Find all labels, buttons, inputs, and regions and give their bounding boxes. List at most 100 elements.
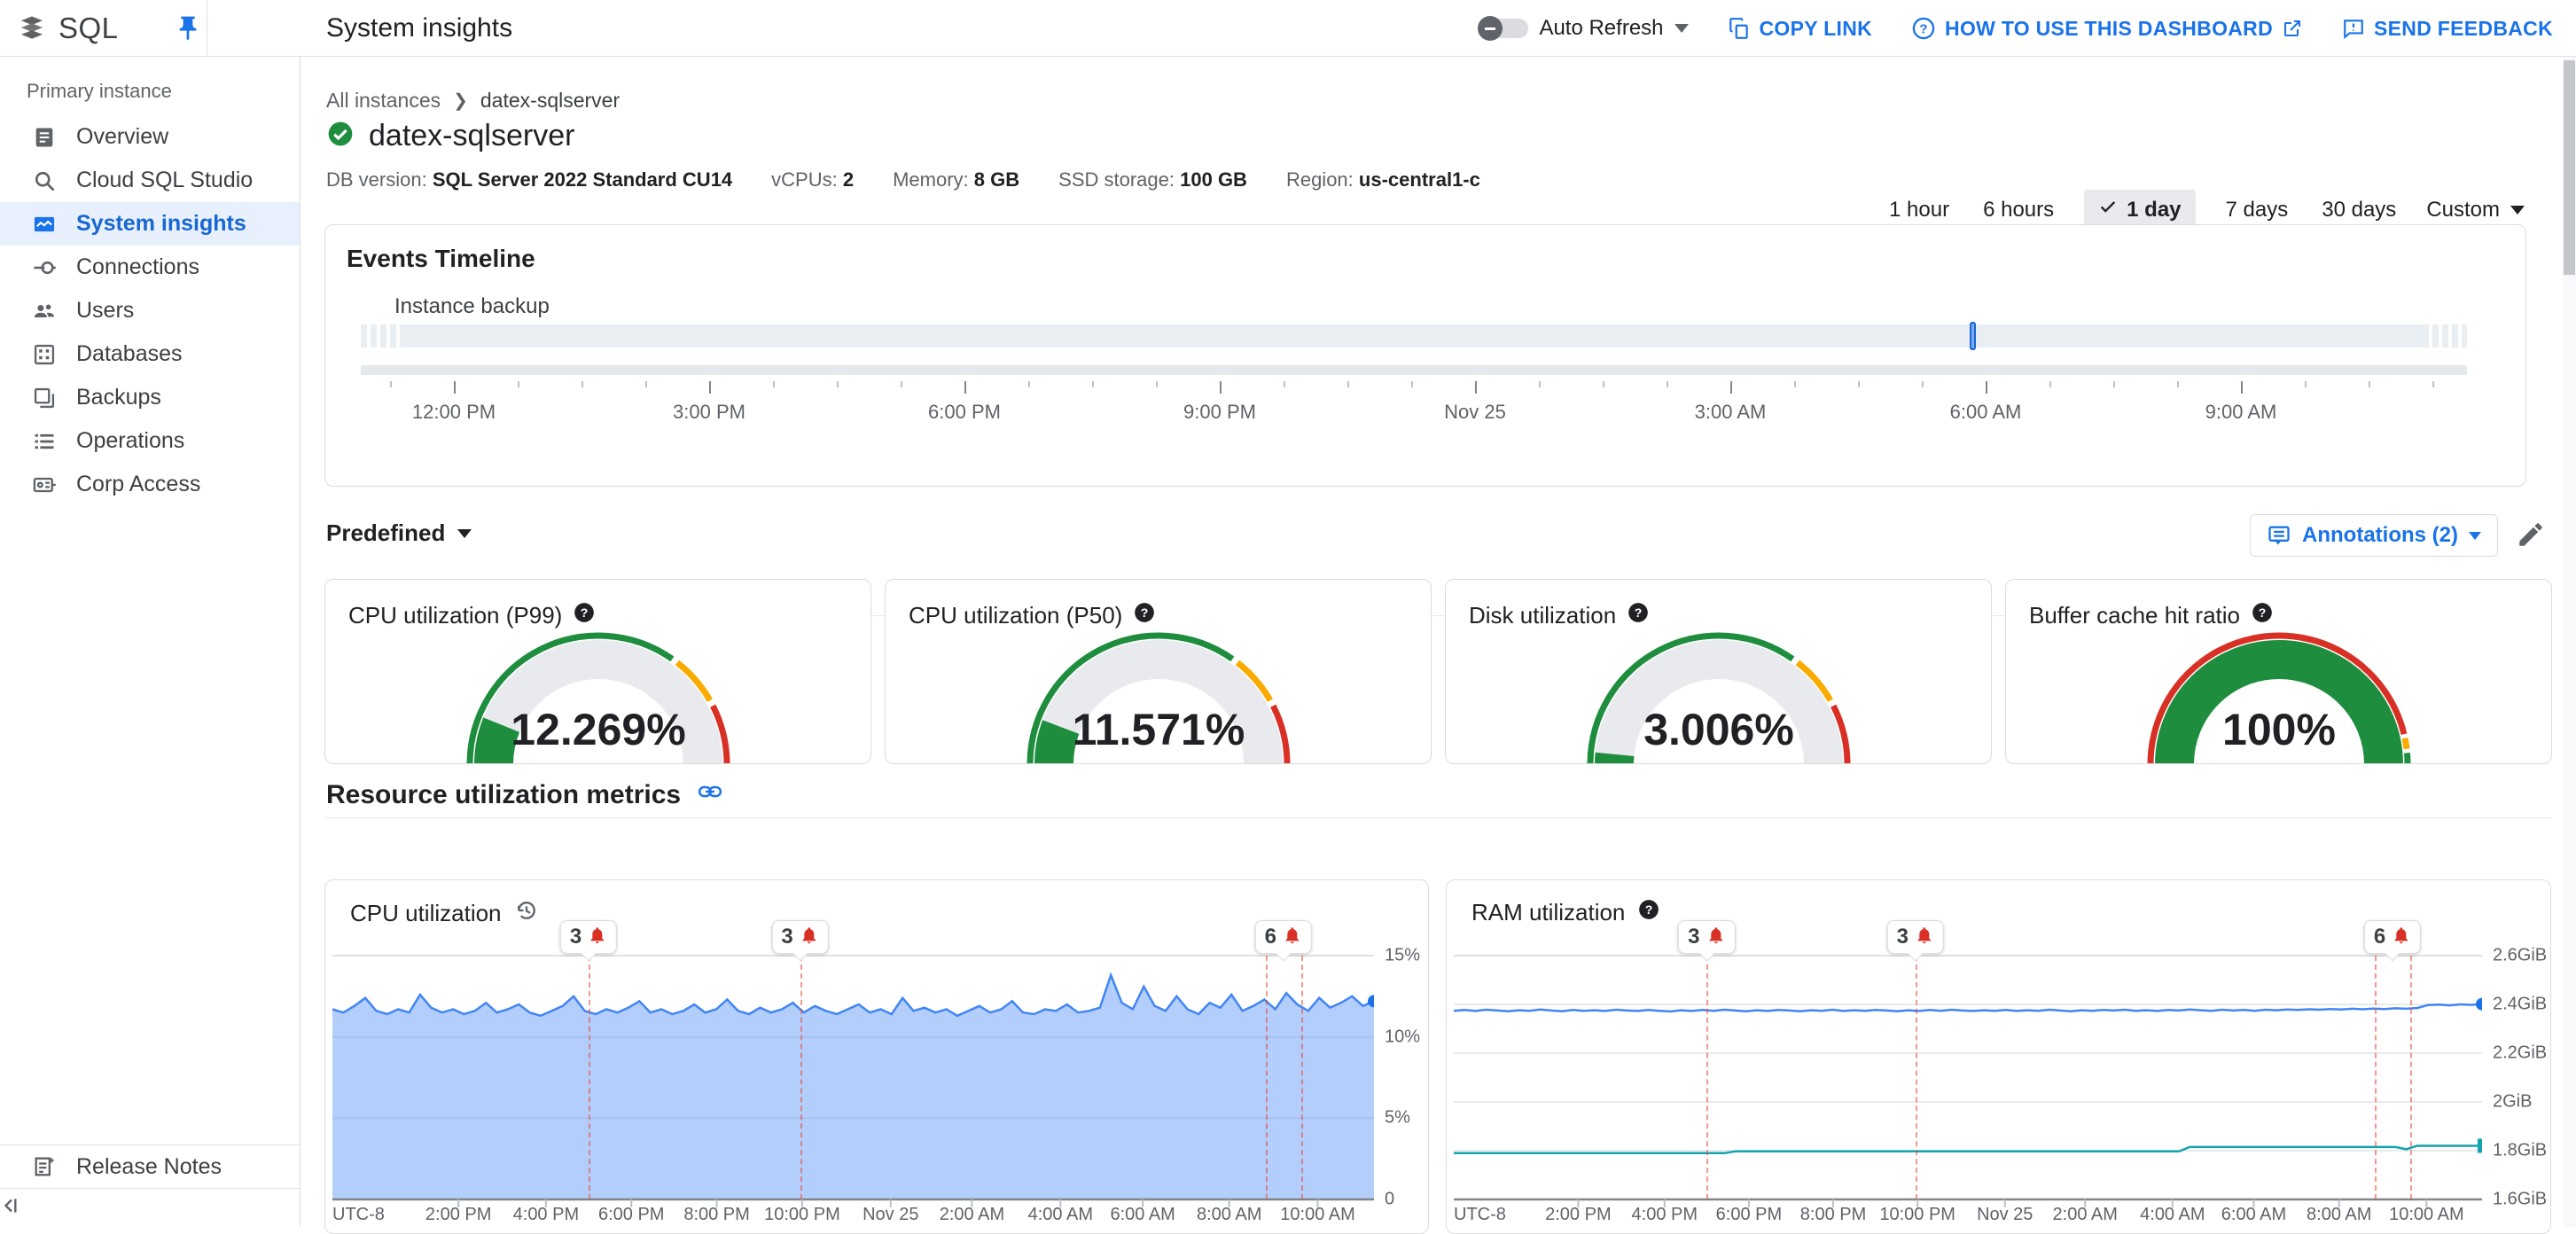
search-icon xyxy=(32,168,57,193)
sidebar: Primary instance Overview Cloud SQL Studi… xyxy=(0,57,301,1227)
alert-dashed-line xyxy=(2375,956,2377,1199)
help-icon[interactable]: ? xyxy=(1133,601,1156,630)
alert-dashed-line xyxy=(1706,956,1709,1199)
link-icon[interactable] xyxy=(697,778,723,812)
ssd-storage: SSD storage: 100 GB xyxy=(1058,168,1247,191)
release-notes-icon xyxy=(32,1154,57,1179)
help-icon[interactable]: ? xyxy=(573,601,596,630)
events-timeline-bar[interactable] xyxy=(361,322,2467,350)
timeline-tick xyxy=(582,381,584,387)
scrollbar-thumb[interactable] xyxy=(2564,60,2575,275)
alert-dashed-line xyxy=(1300,956,1303,1199)
sidebar-item-system-insights[interactable]: System insights xyxy=(0,202,300,246)
copy-link-button[interactable]: COPY LINK xyxy=(1728,17,1873,41)
copy-icon xyxy=(1729,18,1748,39)
sidebar-item-corp-access[interactable]: Corp Access xyxy=(0,463,300,506)
sidebar-item-backups[interactable]: Backups xyxy=(0,376,300,419)
timeline-tick xyxy=(1603,381,1605,387)
feedback-icon xyxy=(2344,20,2363,40)
history-icon[interactable] xyxy=(514,898,539,929)
predefined-dropdown[interactable]: Predefined xyxy=(326,519,472,547)
gauge-card-1: CPU utilization (P99)? 12.269% xyxy=(324,579,871,764)
svg-text:?: ? xyxy=(1141,605,1149,620)
time-option-custom[interactable]: Custom xyxy=(2426,198,2525,223)
help-icon[interactable]: ? xyxy=(1637,898,1660,927)
timeline-tick xyxy=(2305,381,2307,387)
chart-title-label: CPU utilization xyxy=(350,900,502,926)
alert-count: 3 xyxy=(1688,925,1700,949)
sidebar-item-overview[interactable]: Overview xyxy=(0,115,300,159)
sidebar-collapse-button[interactable] xyxy=(0,1188,300,1227)
help-icon[interactable]: ? xyxy=(2251,601,2274,630)
events-timeline-title: Events Timeline xyxy=(347,245,535,272)
sidebar-item-operations[interactable]: Operations xyxy=(0,419,300,463)
chevron-right-icon: ❯ xyxy=(453,91,468,111)
sidebar-item-users[interactable]: Users xyxy=(0,289,300,332)
timeline-brush[interactable] xyxy=(361,365,2467,375)
y-axis-label: 2.6GiB xyxy=(2493,945,2548,965)
timeline-tick xyxy=(964,381,967,394)
alert-badge[interactable]: 6 xyxy=(1254,920,1312,962)
timeline-tick xyxy=(1794,381,1797,387)
time-option-30-days[interactable]: 30 days xyxy=(2318,191,2400,230)
alert-badge[interactable]: 3 xyxy=(559,920,618,962)
svg-text:?: ? xyxy=(1919,21,1928,36)
time-option-6-hours[interactable]: 6 hours xyxy=(1979,191,2057,230)
alert-badge[interactable]: 3 xyxy=(1678,920,1736,962)
gauge-title-label: Disk utilization xyxy=(1469,602,1617,629)
timeline-axis-labels: 12:00 PM 3:00 PM 6:00 PM 9:00 PM Nov 25 3:00 … xyxy=(361,401,2467,427)
timeline-tick xyxy=(1347,381,1350,387)
timeline-axis-label: 3:00 PM xyxy=(673,401,745,423)
time-option-1-day[interactable]: 1 day xyxy=(2084,190,2196,230)
timeline-tick xyxy=(390,381,393,387)
gauge-title: CPU utilization (P99)? xyxy=(348,601,596,630)
timeline-tick xyxy=(454,381,457,394)
gauge-value: 11.571% xyxy=(1072,705,1245,754)
backup-event-marker[interactable] xyxy=(1969,322,1976,350)
pin-icon[interactable] xyxy=(174,14,202,43)
chevron-down-icon[interactable] xyxy=(1674,24,1689,33)
x-axis-label: 6:00 AM xyxy=(1110,1205,1175,1224)
ram-chart-title: RAM utilization? xyxy=(1471,898,1660,927)
alert-badge[interactable]: 6 xyxy=(2363,920,2422,962)
sidebar-item-label: Users xyxy=(76,298,135,323)
help-icon[interactable]: ? xyxy=(1627,601,1650,630)
product-logo-area: SQL xyxy=(0,0,207,57)
sidebar-item-release-notes[interactable]: Release Notes xyxy=(0,1144,300,1188)
alert-badge[interactable]: 3 xyxy=(771,920,829,962)
breadcrumb-all-instances[interactable]: All instances xyxy=(326,89,441,112)
time-option-1-hour[interactable]: 1 hour xyxy=(1885,191,1953,230)
timeline-axis-label: 3:00 AM xyxy=(1694,401,1767,423)
custom-label: Custom xyxy=(2426,197,2500,222)
annotations-button[interactable]: Annotations (2) xyxy=(2250,514,2498,557)
how-to-use-link[interactable]: ? HOW TO USE THIS DASHBOARD xyxy=(1911,16,2303,41)
x-axis-label: Nov 25 xyxy=(863,1205,919,1224)
main-content: All instances ❯ datex-sqlserver datex-sq… xyxy=(301,57,2576,1234)
alert-badge[interactable]: 3 xyxy=(1886,920,1945,962)
timeline-tick xyxy=(1858,381,1861,387)
send-feedback-label: SEND FEEDBACK xyxy=(2374,16,2553,40)
connections-icon xyxy=(32,255,57,280)
sidebar-item-cloud-sql-studio[interactable]: Cloud SQL Studio xyxy=(0,159,300,202)
x-axis-label: 4:00 AM xyxy=(2140,1205,2205,1224)
sidebar-item-label: Corp Access xyxy=(76,472,201,496)
operations-icon xyxy=(32,429,57,454)
sidebar-item-databases[interactable]: Databases xyxy=(0,332,300,376)
sidebar-item-label: System insights xyxy=(76,211,246,236)
time-option-7-days[interactable]: 7 days xyxy=(2222,191,2292,230)
ram-plot xyxy=(1454,955,2482,1207)
gauge-title-label: CPU utilization (P99) xyxy=(348,602,563,629)
y-axis-label: 0 xyxy=(1385,1189,1395,1209)
y-axis-label: 10% xyxy=(1385,1027,1421,1047)
send-feedback-button[interactable]: SEND FEEDBACK xyxy=(2342,17,2553,41)
gauge-chart: 100% xyxy=(2102,631,2456,763)
gauge-title-label: CPU utilization (P50) xyxy=(909,602,1123,629)
gauge-chart: 3.006% xyxy=(1542,631,1896,763)
bell-icon xyxy=(1283,926,1302,949)
auto-refresh-toggle[interactable] xyxy=(1478,16,1529,41)
edit-pencil-icon[interactable] xyxy=(2516,519,2548,551)
svg-text:?: ? xyxy=(1645,902,1653,917)
timeline-axis-label: 6:00 PM xyxy=(928,401,1001,423)
timeline-tick xyxy=(1028,381,1031,387)
sidebar-item-connections[interactable]: Connections xyxy=(0,246,300,289)
